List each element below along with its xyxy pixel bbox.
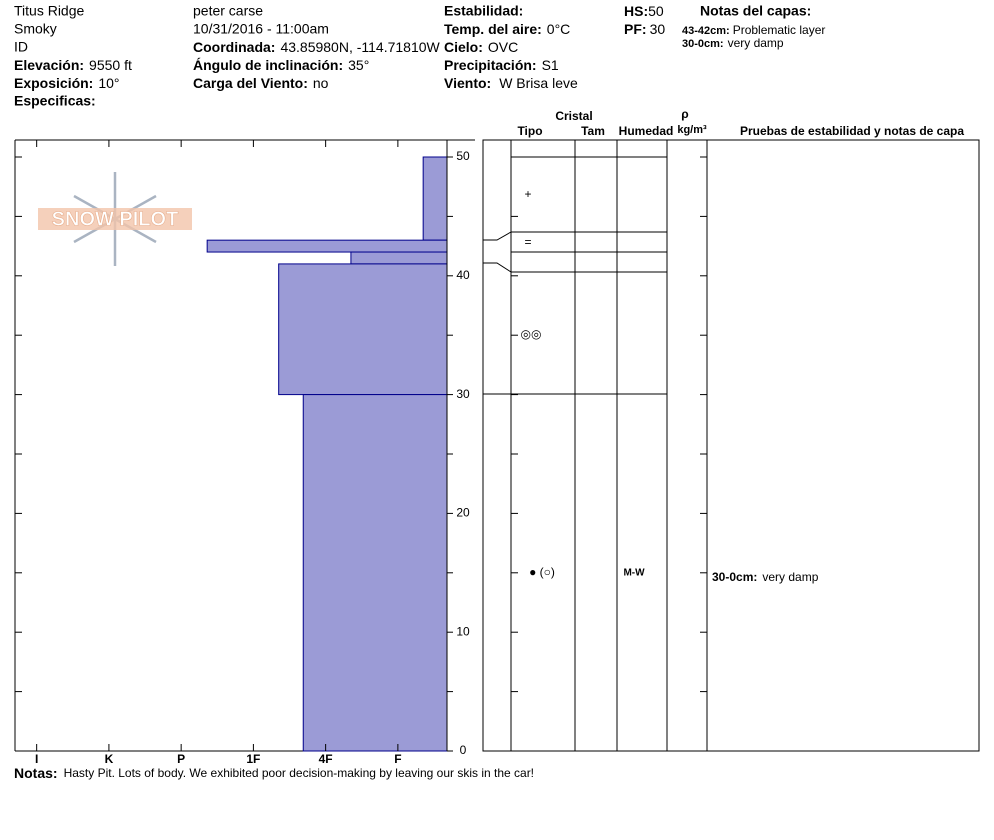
range: Smoky (14, 21, 57, 37)
layer-note-text: very damp (728, 36, 784, 50)
field-value: 35° (348, 57, 369, 73)
field-label: Coordinada: (193, 39, 275, 55)
field-label: Temp. del aire: (444, 21, 542, 37)
layer-connector (483, 231, 512, 241)
field-value: 0°C (547, 21, 571, 37)
field-value: W Brisa leve (499, 75, 578, 91)
field-value: 10° (98, 75, 119, 91)
datetime: 10/31/2016 - 11:00am (193, 21, 329, 37)
notes-label: Notas: (14, 765, 58, 781)
field-label: HS: (624, 3, 648, 19)
observer: peter carse (193, 3, 263, 19)
table-header: kg/m³ (677, 124, 707, 136)
hardness-bar (302, 394, 448, 752)
notes-text: Hasty Pit. Lots of body. We exhibited po… (64, 766, 534, 780)
x-tick-label: 4F (319, 752, 333, 766)
hardness-bar (206, 239, 448, 253)
field: PF: 30 (624, 21, 665, 37)
field-label: Estabilidad: (444, 3, 523, 19)
logo-band (38, 208, 192, 230)
layer-note-range: 43-42cm: (682, 25, 730, 37)
field-label: Exposición: (14, 75, 93, 91)
y-tick-label: 40 (456, 268, 470, 282)
table-header: ρ (681, 107, 688, 121)
table-header: Tipo (517, 124, 542, 138)
y-tick-label: 0 (460, 743, 467, 757)
layer-note: 30-0cm: very damp (682, 36, 784, 50)
grain-type: = (524, 235, 531, 249)
y-tick-label: 50 (456, 149, 470, 163)
x-tick-label: K (105, 752, 114, 766)
field-label: Cielo: (444, 39, 483, 55)
table-header: Humedad (619, 124, 674, 138)
x-tick-label: F (394, 752, 401, 766)
grain-type: + (524, 187, 531, 201)
field: Elevación: 9550 ft (14, 57, 132, 73)
notes: Notas: Hasty Pit. Lots of body. We exhibi… (14, 765, 534, 781)
layer-note-text: Problematic layer (733, 23, 826, 37)
table-frame (482, 139, 980, 752)
layer-note-range: 30-0cm: (682, 38, 724, 50)
field-label: Especificas: (14, 93, 96, 109)
moisture: M-W (623, 568, 645, 579)
layer-note: 43-42cm: Problematic layer (682, 23, 825, 37)
field-value: OVC (488, 39, 518, 55)
field-label: Carga del Viento: (193, 75, 308, 91)
field-label: Elevación: (14, 57, 84, 73)
state: ID (14, 39, 28, 55)
field: Carga del Viento: no (193, 75, 329, 91)
field-value: 9550 ft (89, 57, 132, 73)
field: Cielo: OVC (444, 39, 518, 55)
field-value: 50 (648, 3, 664, 19)
field-label: Viento: (444, 75, 491, 91)
x-tick-label: I (35, 752, 38, 766)
test-note-range: 30-0cm: (712, 570, 757, 584)
layer-connector (483, 262, 512, 273)
field-value: 30 (650, 21, 666, 37)
table-header: Cristal (555, 109, 592, 123)
hardness-bar (422, 156, 448, 241)
field: Temp. del aire: 0°C (444, 21, 570, 37)
table-header: Tam (581, 124, 605, 138)
grain-type: ◎◎ (521, 327, 542, 341)
y-tick-label: 10 (456, 624, 470, 638)
grain-type: ● (○) (529, 565, 555, 579)
field: Ángulo de inclinación: 35° (193, 57, 369, 73)
field: HS:50 (624, 3, 664, 19)
field-value: 43.85980N, -114.71810W (280, 39, 440, 55)
hardness-bar (278, 263, 448, 396)
y-tick-label: 30 (456, 387, 470, 401)
field: Precipitación: S1 (444, 57, 559, 73)
field: Exposición: 10° (14, 75, 120, 91)
field-value: S1 (542, 57, 559, 73)
field-label: Precipitación: (444, 57, 537, 73)
y-tick-label: 20 (456, 506, 470, 520)
layer-notes-title: Notas del capas: (700, 3, 811, 19)
hardness-bar (350, 251, 448, 265)
test-note-text: very damp (762, 570, 818, 584)
test-note: 30-0cm: very damp (712, 570, 819, 584)
field: Viento: W Brisa leve (444, 75, 578, 91)
site: Titus Ridge (14, 3, 85, 19)
x-tick-label: P (177, 752, 185, 766)
logo-text: SNOW PILOT (52, 208, 179, 230)
field-label: PF: (624, 21, 647, 37)
field-label: Ángulo de inclinación: (193, 57, 343, 73)
table-header: Pruebas de estabilidad y notas de capa (740, 124, 964, 138)
x-tick-label: 1F (246, 752, 260, 766)
field-value: no (313, 75, 329, 91)
field: Coordinada: 43.85980N, -114.71810W (193, 39, 441, 55)
